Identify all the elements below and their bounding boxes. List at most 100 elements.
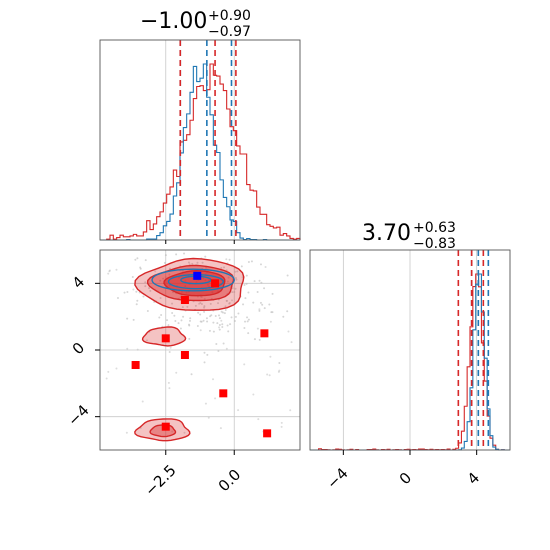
sample-point (205, 266, 208, 269)
sample-point (126, 290, 129, 293)
sample-point (256, 291, 259, 294)
red-marker (260, 329, 269, 338)
sample-point (268, 374, 271, 377)
sample-point (212, 330, 215, 333)
sample-point (234, 287, 237, 290)
sample-point (196, 261, 199, 264)
contour-blue (151, 268, 235, 292)
sample-point (218, 324, 221, 327)
sample-point (252, 393, 255, 396)
sample-point (136, 299, 139, 302)
sample-point (171, 430, 174, 433)
sample-point (212, 378, 215, 381)
sample-point (196, 324, 199, 327)
sample-point (247, 291, 250, 294)
sample-point (278, 369, 281, 372)
sample-point (189, 319, 192, 322)
sample-point (258, 309, 261, 312)
sample-point (263, 287, 266, 290)
x-tick-label-right: −4 (323, 464, 351, 492)
sample-point (224, 309, 227, 312)
sample-point (135, 303, 138, 306)
sample-point (223, 312, 226, 315)
sample-point (136, 257, 139, 260)
sample-point (289, 409, 292, 412)
sample-point (132, 318, 135, 321)
sample-point (264, 265, 267, 268)
sample-point (174, 320, 177, 323)
hist-top-left (100, 40, 301, 241)
axes-frame (99, 39, 301, 241)
sample-point (218, 317, 221, 320)
sample-point (115, 367, 118, 370)
sample-point (245, 282, 248, 285)
sample-point (173, 314, 176, 317)
sample-point (175, 371, 178, 374)
sample-point (243, 363, 246, 366)
sample-point (237, 409, 240, 412)
sample-point (188, 324, 191, 327)
sample-point (229, 323, 232, 326)
sample-point (171, 311, 174, 314)
sample-point (215, 342, 218, 345)
sample-point (233, 320, 236, 323)
sample-point (203, 361, 206, 364)
sample-point (125, 431, 128, 434)
sample-point (226, 324, 229, 327)
sample-point (148, 287, 151, 290)
sample-point (166, 319, 169, 322)
sample-point (260, 281, 263, 284)
sample-point (217, 314, 220, 317)
sample-point (206, 320, 209, 323)
sample-point (144, 259, 147, 262)
sample-point (234, 315, 237, 318)
x-tick-label-left: −2.5 (141, 461, 179, 499)
sample-point (164, 276, 167, 279)
sample-point (234, 277, 237, 280)
sample-point (180, 319, 183, 322)
sample-point (107, 370, 110, 373)
red-marker (263, 429, 272, 438)
sample-point (258, 279, 261, 282)
sample-point (190, 373, 193, 376)
sample-point (237, 312, 240, 315)
sample-point (220, 319, 223, 322)
sample-point (258, 338, 261, 341)
sample-point (207, 416, 210, 419)
sample-point (271, 292, 274, 295)
sample-point (159, 279, 162, 282)
sample-point (208, 329, 211, 332)
sample-point (259, 263, 262, 266)
sample-point (186, 305, 189, 308)
sample-point (258, 308, 261, 311)
sample-point (234, 270, 237, 273)
sample-point (163, 261, 166, 264)
sample-point (242, 303, 245, 306)
sample-point (282, 315, 285, 318)
sample-point (115, 268, 118, 271)
sample-point (257, 418, 260, 421)
sample-point (247, 261, 250, 264)
sample-point (159, 297, 162, 300)
sample-point (158, 316, 161, 319)
sample-point (197, 311, 200, 314)
sample-point (226, 280, 229, 283)
title-upper-top: +0.90 (208, 8, 251, 24)
tick-marks (95, 240, 478, 455)
hist-red-top (100, 63, 301, 241)
title-lower-right: −0.83 (413, 236, 456, 252)
sample-point (116, 297, 119, 300)
sample-point (139, 266, 142, 269)
sample-point (183, 431, 186, 434)
sample-point (144, 285, 147, 288)
sample-point (108, 269, 111, 272)
sample-point (169, 346, 172, 349)
sample-point (179, 327, 182, 330)
sample-point (221, 311, 224, 314)
sample-point (105, 377, 108, 380)
sample-point (203, 351, 206, 354)
sample-point (214, 397, 217, 400)
axes-frames (99, 39, 511, 451)
sample-point (219, 427, 222, 430)
